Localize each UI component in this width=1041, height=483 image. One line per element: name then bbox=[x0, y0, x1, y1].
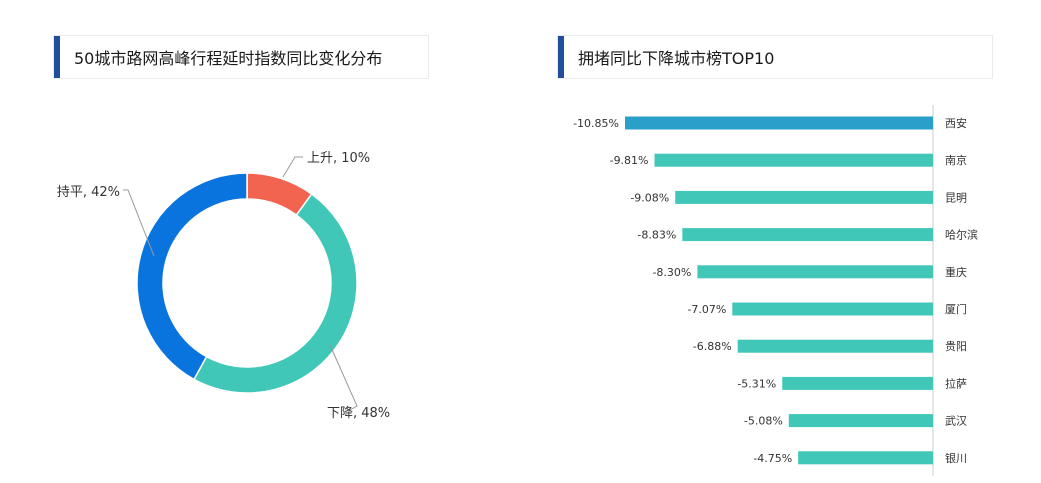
bar-7 bbox=[737, 339, 933, 353]
bar-value-label: -8.30% bbox=[652, 266, 691, 279]
bar-category-label: 武汉 bbox=[945, 415, 967, 428]
slice-leader-line bbox=[123, 189, 155, 257]
bar-chart-title: 拥堵同比下降城市榜TOP10 bbox=[578, 49, 775, 68]
bar-category-label: 拉萨 bbox=[945, 376, 967, 390]
bar-4 bbox=[682, 228, 933, 242]
bar-value-label: -9.08% bbox=[630, 191, 669, 204]
bar-value-label: -8.83% bbox=[637, 229, 676, 242]
donut-slice-2 bbox=[192, 192, 358, 394]
bar-category-label: 厦门 bbox=[945, 302, 967, 316]
bar-category-label: 重庆 bbox=[945, 265, 967, 279]
bar-category-label: 哈尔滨 bbox=[945, 228, 978, 242]
bar-3 bbox=[675, 190, 933, 204]
bar-9 bbox=[788, 414, 933, 428]
slice-label: 持平, 42% bbox=[57, 185, 120, 200]
donut-chart-title-box: 50城市路网高峰行程延时指数同比变化分布 bbox=[53, 35, 429, 79]
bar-1 bbox=[625, 116, 933, 130]
bar-value-label: -6.88% bbox=[693, 340, 732, 353]
title-accent-bar bbox=[54, 36, 60, 78]
bar-category-label: 贵阳 bbox=[945, 340, 967, 353]
bar-value-label: -7.07% bbox=[687, 303, 726, 316]
bar-8 bbox=[782, 376, 933, 390]
bar-category-label: 昆明 bbox=[945, 191, 967, 204]
donut-slice-3 bbox=[136, 172, 248, 381]
slice-label: 上升, 10% bbox=[307, 151, 370, 166]
bar-value-label: -9.81% bbox=[610, 154, 649, 167]
bar-5 bbox=[697, 265, 933, 279]
bar-value-label: -10.85% bbox=[573, 117, 619, 130]
title-accent-bar bbox=[558, 36, 564, 78]
bar-category-label: 银川 bbox=[945, 451, 967, 465]
bar-10 bbox=[798, 451, 933, 465]
bar-value-label: -5.08% bbox=[744, 415, 783, 428]
slice-leader-line bbox=[329, 344, 358, 411]
bar-6 bbox=[732, 302, 933, 316]
bar-chart-title-box: 拥堵同比下降城市榜TOP10 bbox=[557, 35, 993, 79]
slice-leader-line bbox=[282, 156, 303, 178]
bar-value-label: -5.31% bbox=[737, 377, 776, 390]
bar-category-label: 西安 bbox=[945, 116, 967, 130]
slice-label: 下降, 48% bbox=[327, 406, 390, 421]
bar-2 bbox=[654, 153, 933, 167]
donut-chart-title: 50城市路网高峰行程延时指数同比变化分布 bbox=[74, 49, 383, 68]
bar-category-label: 南京 bbox=[945, 153, 967, 167]
bar-value-label: -4.75% bbox=[753, 452, 792, 465]
